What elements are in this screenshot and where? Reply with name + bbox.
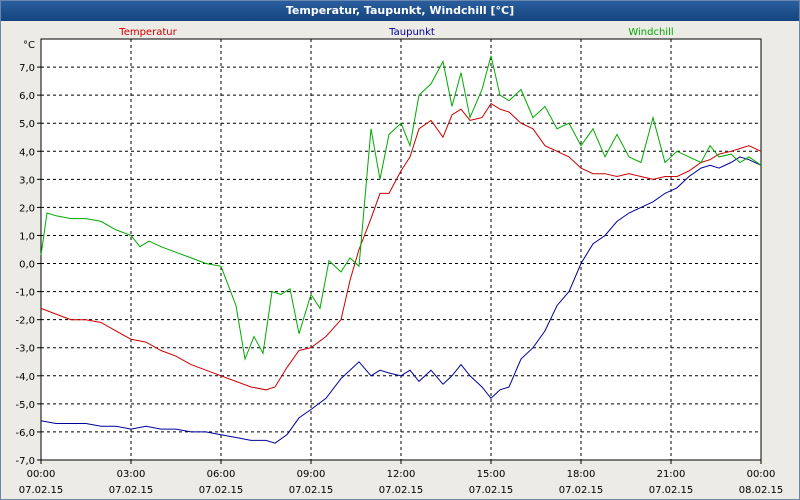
window-title: Temperatur, Taupunkt, Windchill [°C] [1,1,799,21]
y-tick-label: -7,0 [15,456,35,467]
y-tick-label: 0,0 [19,260,35,271]
y-tick-label: -5,0 [15,400,35,411]
series-line-taupunkt [40,156,762,444]
y-tick-label: 3,0 [19,175,35,186]
x-tick-time: 09:00 [297,469,326,480]
x-tick-time: 21:00 [657,469,686,480]
y-tick-label: 7,0 [19,63,35,74]
x-tick-time: 18:00 [567,469,596,480]
y-tick-label: 1,0 [19,231,35,242]
y-tick-label: 4,0 [19,147,35,158]
x-tick-date: 07.02.15 [559,485,604,496]
y-tick-label: 6,0 [19,91,35,102]
legend-windchill: Windchill [628,27,673,38]
x-tick-time: 03:00 [117,469,146,480]
x-tick-time: 12:00 [387,469,416,480]
legend-temperatur: Temperatur [118,27,177,38]
legend-taupunkt: Taupunkt [388,27,435,38]
x-tick-date: 07.02.15 [289,485,334,496]
y-axis-label: °C [23,40,35,51]
y-tick-label: 5,0 [19,119,35,130]
y-tick-label: 2,0 [19,203,35,214]
x-tick-date: 08.02.15 [739,485,784,496]
x-tick-date: 07.02.15 [649,485,694,496]
y-tick-label: -3,0 [15,344,35,355]
x-tick-date: 07.02.15 [199,485,244,496]
y-tick-label: -6,0 [15,428,35,439]
y-tick-label: -1,0 [15,288,35,299]
y-tick-label: -2,0 [15,316,35,327]
x-tick-date: 07.02.15 [379,485,424,496]
x-tick-date: 07.02.15 [109,485,154,496]
x-tick-time: 00:00 [747,469,776,480]
series-line-temperatur [40,102,762,391]
x-tick-date: 07.02.15 [19,485,64,496]
x-tick-time: 00:00 [27,469,56,480]
x-tick-date: 07.02.15 [469,485,514,496]
x-tick-time: 06:00 [207,469,236,480]
y-tick-label: -4,0 [15,372,35,383]
x-tick-time: 15:00 [477,469,506,480]
series-line-windchill [40,55,762,361]
